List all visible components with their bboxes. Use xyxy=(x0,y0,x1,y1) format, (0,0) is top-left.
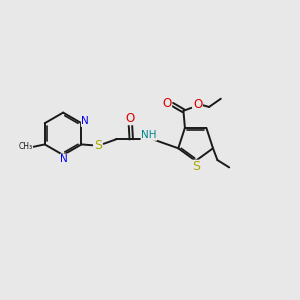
Text: S: S xyxy=(94,140,102,152)
Text: O: O xyxy=(126,112,135,125)
Text: N: N xyxy=(82,116,89,126)
Text: O: O xyxy=(162,97,172,110)
Text: S: S xyxy=(192,160,200,173)
Text: N: N xyxy=(60,154,68,164)
Text: CH₃: CH₃ xyxy=(18,142,32,151)
Text: NH: NH xyxy=(141,130,157,140)
Text: O: O xyxy=(193,98,202,111)
